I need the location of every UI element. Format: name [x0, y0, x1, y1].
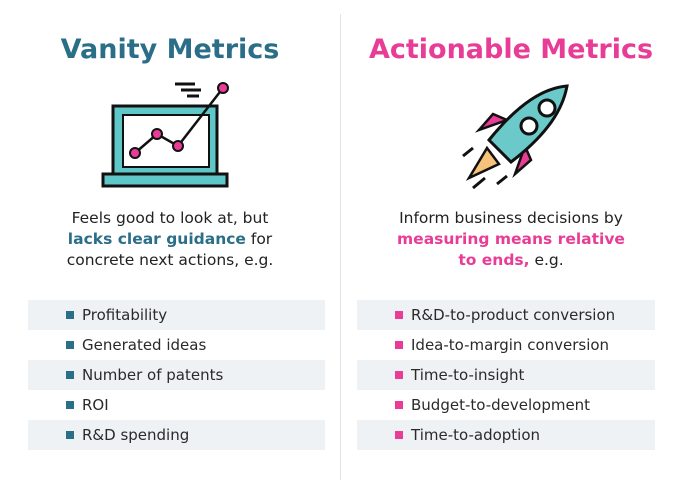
description-line: concrete next actions, e.g. — [0, 250, 340, 271]
bullet — [395, 401, 403, 409]
description-line: Inform business decisions by — [341, 208, 681, 229]
bullet — [395, 371, 403, 379]
metric-label: Profitability — [82, 306, 168, 324]
emphasis-text: lacks clear guidance — [67, 230, 246, 248]
bullet — [66, 431, 74, 439]
metric-label: Generated ideas — [82, 336, 207, 354]
divider — [340, 14, 341, 480]
column-title: Actionable Metrics — [368, 34, 654, 65]
metric-row: Number of patents — [28, 360, 325, 390]
bullet — [395, 341, 403, 349]
metric-list: R&D-to-product conversion Idea-to-margin … — [357, 300, 655, 450]
metric-label: R&D-to-product conversion — [411, 306, 616, 324]
bullet — [395, 431, 403, 439]
description-text: concrete next actions, e.g. — [66, 251, 274, 269]
description-text: for — [245, 230, 273, 248]
description-text: e.g. — [529, 251, 564, 269]
description: Inform business decisions by measuring me… — [341, 208, 681, 271]
metric-label: Idea-to-margin conversion — [411, 336, 610, 354]
bullet — [66, 371, 74, 379]
metric-label: Time-to-adoption — [411, 426, 541, 444]
metric-row: R&D-to-product conversion — [357, 300, 655, 330]
actionable-column: Actionable Metrics Inform business decis… — [341, 0, 681, 494]
metric-label: R&D spending — [82, 426, 190, 444]
description-text: Feels good to look at, but — [71, 209, 269, 227]
description-line: Feels good to look at, but — [0, 208, 340, 229]
rocket-icon — [462, 84, 569, 190]
metric-row: Idea-to-margin conversion — [357, 330, 655, 360]
metric-label: Number of patents — [82, 366, 224, 384]
description-line: measuring means relative — [341, 229, 681, 250]
emphasis-text: measuring means relative — [397, 230, 625, 248]
bullet — [66, 341, 74, 349]
metric-row: Time-to-adoption — [357, 420, 655, 450]
column-title: Vanity Metrics — [60, 34, 280, 65]
metric-row: R&D spending — [28, 420, 325, 450]
metric-row: Budget-to-development — [357, 390, 655, 420]
metric-row: Time-to-insight — [357, 360, 655, 390]
description: Feels good to look at, but lacks clear gu… — [0, 208, 340, 271]
metric-label: Time-to-insight — [411, 366, 525, 384]
bullet — [66, 311, 74, 319]
description-line: to ends, e.g. — [341, 250, 681, 271]
emphasis-text: to ends, — [458, 251, 530, 269]
metric-row: ROI — [28, 390, 325, 420]
metric-label: Budget-to-development — [411, 396, 591, 414]
description-line: lacks clear guidance for — [0, 229, 340, 250]
metric-row: Generated ideas — [28, 330, 325, 360]
metric-list: Profitability Generated ideas Number of pa… — [28, 300, 325, 450]
bullet — [395, 311, 403, 319]
metric-row: Profitability — [28, 300, 325, 330]
metric-label: ROI — [82, 396, 109, 414]
vanity-column: Vanity Metrics Feels good to look at, bu… — [0, 0, 340, 494]
description-text: Inform business decisions by — [399, 209, 623, 227]
laptop-icon — [101, 82, 229, 188]
bullet — [66, 401, 74, 409]
